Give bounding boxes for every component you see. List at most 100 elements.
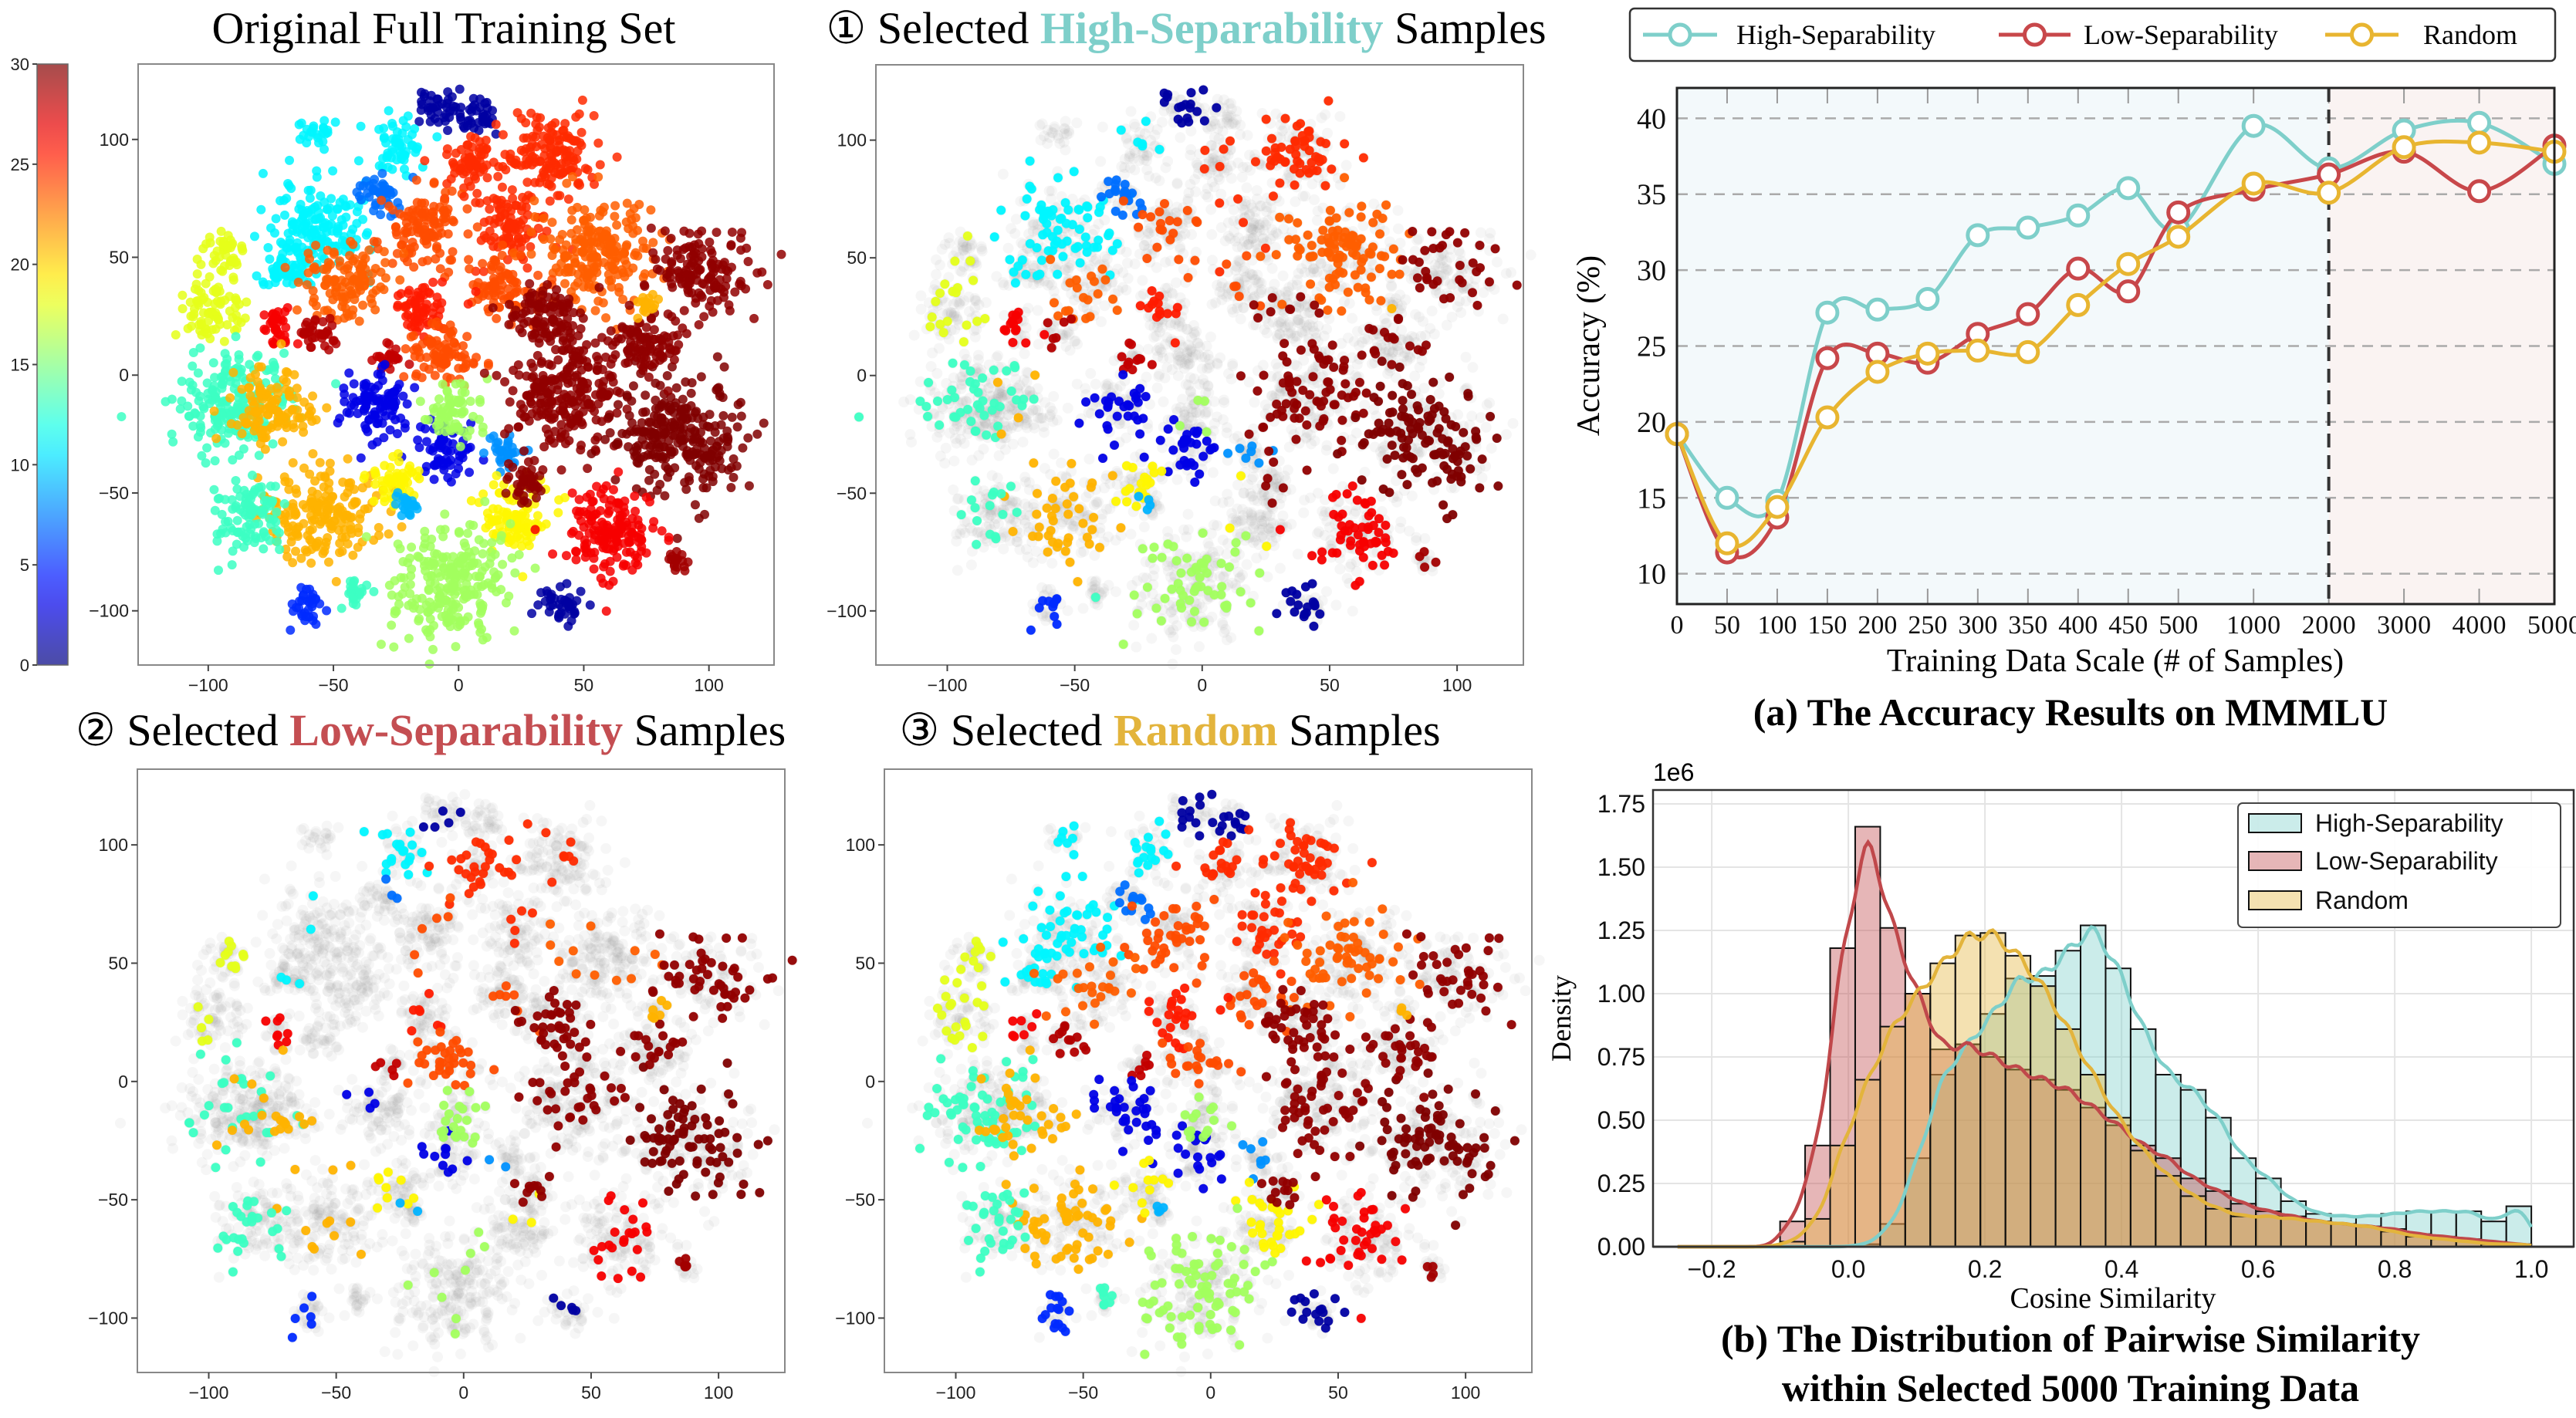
- scatter-point: [285, 235, 295, 245]
- scatter-point: [562, 178, 572, 188]
- scatter-point: [294, 120, 304, 130]
- scatter-point: [473, 118, 483, 128]
- scatter-point: [519, 446, 529, 456]
- scatter-point: [465, 264, 475, 274]
- scatter-point: [228, 275, 238, 285]
- scatter-point: [512, 160, 522, 170]
- scatter-point: [509, 539, 519, 549]
- scatter-point: [732, 422, 742, 432]
- scatter-point: [308, 449, 318, 459]
- scatter-point: [486, 265, 496, 275]
- background-point: [1002, 242, 1014, 254]
- scatter-point: [219, 336, 229, 346]
- scatter-point: [408, 603, 418, 613]
- scatter-point: [524, 298, 534, 308]
- scatter-point: [399, 164, 409, 174]
- scatter-point: [504, 424, 514, 434]
- scatter-point: [300, 616, 310, 626]
- scatter-point: [638, 407, 648, 417]
- scatter-point: [487, 583, 497, 593]
- scatter-point: [535, 177, 545, 187]
- scatter-point: [241, 417, 251, 427]
- scatter-point: [418, 543, 428, 553]
- scatter-point: [424, 659, 434, 669]
- scatter-point: [422, 255, 432, 265]
- scatter-point: [271, 214, 281, 224]
- scatter-point: [538, 464, 548, 474]
- scatter-point: [346, 582, 356, 592]
- scatter-point: [478, 291, 488, 301]
- scatter-point: [622, 240, 632, 250]
- scatter-point: [681, 271, 691, 281]
- scatter-point: [418, 290, 428, 300]
- scatter-point: [577, 246, 587, 256]
- scatter-point: [596, 488, 606, 498]
- scatter-point: [726, 241, 736, 251]
- scatter-point: [269, 270, 279, 280]
- scatter-point: [279, 210, 289, 220]
- scatter-point: [424, 364, 434, 374]
- scatter-point: [214, 282, 224, 292]
- scatter-point: [320, 281, 330, 291]
- scatter-point: [461, 565, 471, 575]
- scatter-point: [527, 373, 537, 383]
- scatter-point: [247, 505, 257, 515]
- scatter-point: [333, 510, 343, 520]
- title-keyword-high: High-Separability: [1040, 3, 1384, 53]
- scatter-point: [367, 382, 377, 392]
- scatter-point: [663, 464, 673, 474]
- scatter-point: [374, 124, 384, 134]
- scatter-point: [576, 516, 586, 526]
- scatter-point: [600, 434, 610, 444]
- scatter-point: [580, 238, 590, 248]
- scatter-point: [502, 511, 512, 521]
- scatter-point: [576, 127, 587, 137]
- scatter-point: [285, 386, 295, 396]
- scatter-point: [528, 363, 538, 373]
- scatter-point: [498, 130, 508, 140]
- background-point: [1119, 168, 1131, 180]
- scatter-point: [645, 442, 655, 452]
- scatter-point: [591, 509, 601, 519]
- scatter-point: [394, 141, 404, 151]
- background-point: [1162, 156, 1174, 167]
- scatter-point: [674, 339, 684, 349]
- scatter-point: [216, 425, 226, 435]
- scatter-point: [672, 245, 682, 255]
- background-points: [854, 84, 1536, 670]
- scatter-point: [326, 260, 336, 270]
- scatter-point: [210, 505, 220, 515]
- scatter-point: [424, 561, 434, 571]
- scatter-point: [357, 483, 367, 493]
- scatter-point: [364, 192, 374, 202]
- scatter-point: [456, 103, 466, 113]
- scatter-point: [432, 317, 442, 327]
- scatter-point: [195, 427, 205, 437]
- scatter-point: [369, 496, 379, 506]
- scatter-point: [488, 157, 499, 167]
- scatter-point: [232, 420, 242, 430]
- scatter-point: [735, 233, 745, 243]
- scatter-point: [553, 508, 563, 518]
- scatter-point: [601, 313, 611, 323]
- scatter-point: [589, 564, 599, 574]
- scatter-point: [510, 568, 520, 578]
- scatter-point: [666, 344, 676, 354]
- scatter-point: [570, 281, 580, 291]
- scatter-point: [435, 582, 445, 593]
- scatter-point: [344, 368, 354, 378]
- scatter-point: [667, 312, 677, 322]
- scatter-point: [743, 433, 753, 443]
- scatter-point: [232, 515, 242, 525]
- scatter-point: [326, 504, 336, 514]
- scatter-point: [370, 174, 380, 184]
- scatter-point: [534, 122, 544, 132]
- colorbar-tick-label: 20: [11, 255, 29, 275]
- selected-points: [117, 84, 786, 669]
- scatter-point: [712, 352, 722, 362]
- scatter-point: [296, 252, 306, 262]
- scatter-point: [561, 439, 571, 449]
- scatter-point: [705, 285, 715, 295]
- scatter-point: [634, 200, 644, 210]
- scatter-point: [272, 537, 282, 547]
